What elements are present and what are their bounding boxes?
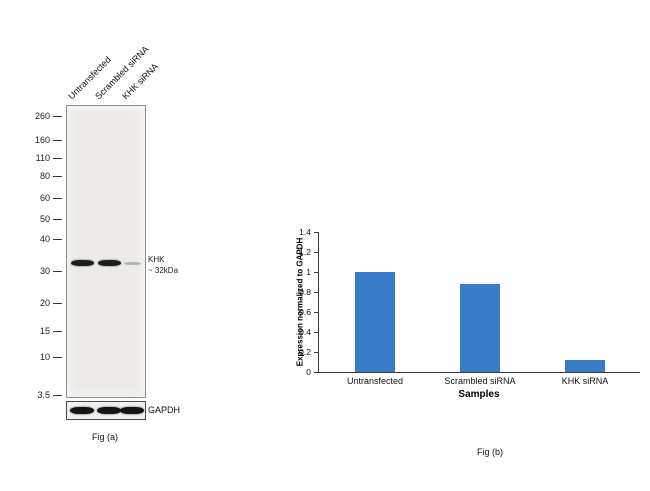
mw-marker-value: 20 [39, 298, 50, 308]
y-tick-mark [314, 372, 318, 373]
mw-marker-tick [53, 303, 62, 304]
target-protein-band [123, 262, 141, 265]
loading-control-band [120, 407, 144, 414]
x-axis-line [318, 372, 640, 373]
panel-b-caption: Fig (b) [476, 447, 503, 457]
y-tick-label: 1.4 [299, 227, 311, 237]
mw-marker-value: 260 [34, 111, 50, 121]
mw-marker-value: 40 [39, 234, 50, 244]
loading-control-band [97, 407, 121, 414]
y-axis-line [318, 232, 319, 373]
mw-marker-value: 60 [39, 193, 50, 203]
y-tick-label: 0 [306, 367, 311, 377]
x-axis-title: Samples [458, 389, 500, 400]
y-tick-label: 0.4 [299, 327, 311, 337]
target-protein-band [97, 260, 121, 266]
bar [565, 360, 605, 372]
mw-marker-value: 15 [39, 326, 50, 336]
bar-chart: Expression normalized to GAPDH 0 0.2 0.4 0.… [260, 225, 650, 425]
mw-marker-tick [53, 239, 62, 240]
mw-marker-value: 3.5 [37, 390, 50, 400]
y-tick-label: 0.2 [299, 347, 311, 357]
mw-marker-tick [53, 271, 62, 272]
y-tick-label: 1 [306, 267, 311, 277]
y-tick-mark [314, 312, 318, 313]
blot-membrane [66, 105, 146, 398]
loading-control-strip [66, 401, 146, 420]
bar [355, 272, 395, 372]
target-protein-label: KHK [148, 255, 165, 264]
y-tick-label: 0.8 [299, 287, 311, 297]
target-protein-band [70, 260, 94, 266]
mw-marker-tick [53, 331, 62, 332]
loading-control-label: GAPDH [148, 405, 181, 415]
x-category-label: Scrambled siRNA [444, 376, 516, 386]
mw-marker-value: 30 [39, 266, 50, 276]
y-tick-mark [314, 352, 318, 353]
y-tick-mark [314, 232, 318, 233]
mw-marker-value: 10 [39, 352, 50, 362]
y-tick-mark [314, 252, 318, 253]
mw-marker-tick [53, 176, 62, 177]
mw-marker-tick [53, 140, 62, 141]
y-tick-label: 0.6 [299, 307, 311, 317]
loading-control-band [70, 407, 94, 414]
mw-marker-tick [53, 219, 62, 220]
mw-marker-value: 50 [39, 214, 50, 224]
y-tick-mark [314, 272, 318, 273]
mw-marker-tick [53, 395, 62, 396]
mw-marker-value: 110 [35, 153, 50, 163]
mw-marker-tick [53, 158, 62, 159]
mw-marker-value: 80 [39, 171, 50, 181]
y-tick-mark [314, 292, 318, 293]
mw-marker-value: 160 [34, 135, 50, 145]
mw-marker-tick [53, 198, 62, 199]
x-category-label: KHK siRNA [561, 376, 609, 386]
target-size-label: ~ 32kDa [148, 266, 179, 275]
target-band-annotation: KHK ~ 32kDa [148, 254, 178, 276]
mw-marker-tick [53, 116, 62, 117]
panel-a-caption: Fig (a) [91, 432, 118, 442]
y-tick-mark [314, 332, 318, 333]
mw-marker-tick [53, 357, 62, 358]
x-category-label: Untransfected [346, 376, 404, 386]
y-tick-label: 1.2 [299, 247, 311, 257]
bar [460, 284, 500, 372]
